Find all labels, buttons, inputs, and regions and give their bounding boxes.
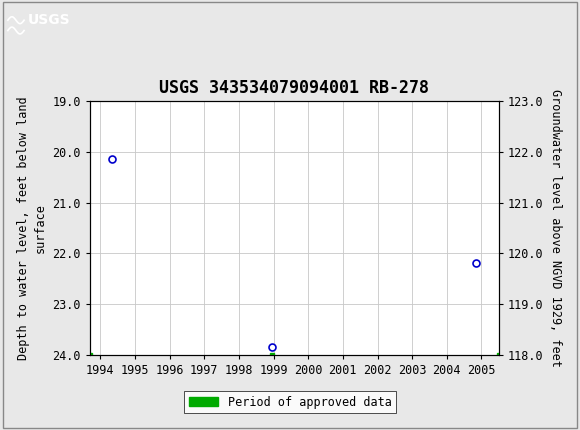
Title: USGS 343534079094001 RB-278: USGS 343534079094001 RB-278 bbox=[160, 79, 429, 97]
Y-axis label: Depth to water level, feet below land
surface: Depth to water level, feet below land su… bbox=[17, 96, 47, 360]
Text: USGS: USGS bbox=[28, 13, 71, 27]
Y-axis label: Groundwater level above NGVD 1929, feet: Groundwater level above NGVD 1929, feet bbox=[549, 89, 562, 367]
Legend: Period of approved data: Period of approved data bbox=[184, 391, 396, 413]
